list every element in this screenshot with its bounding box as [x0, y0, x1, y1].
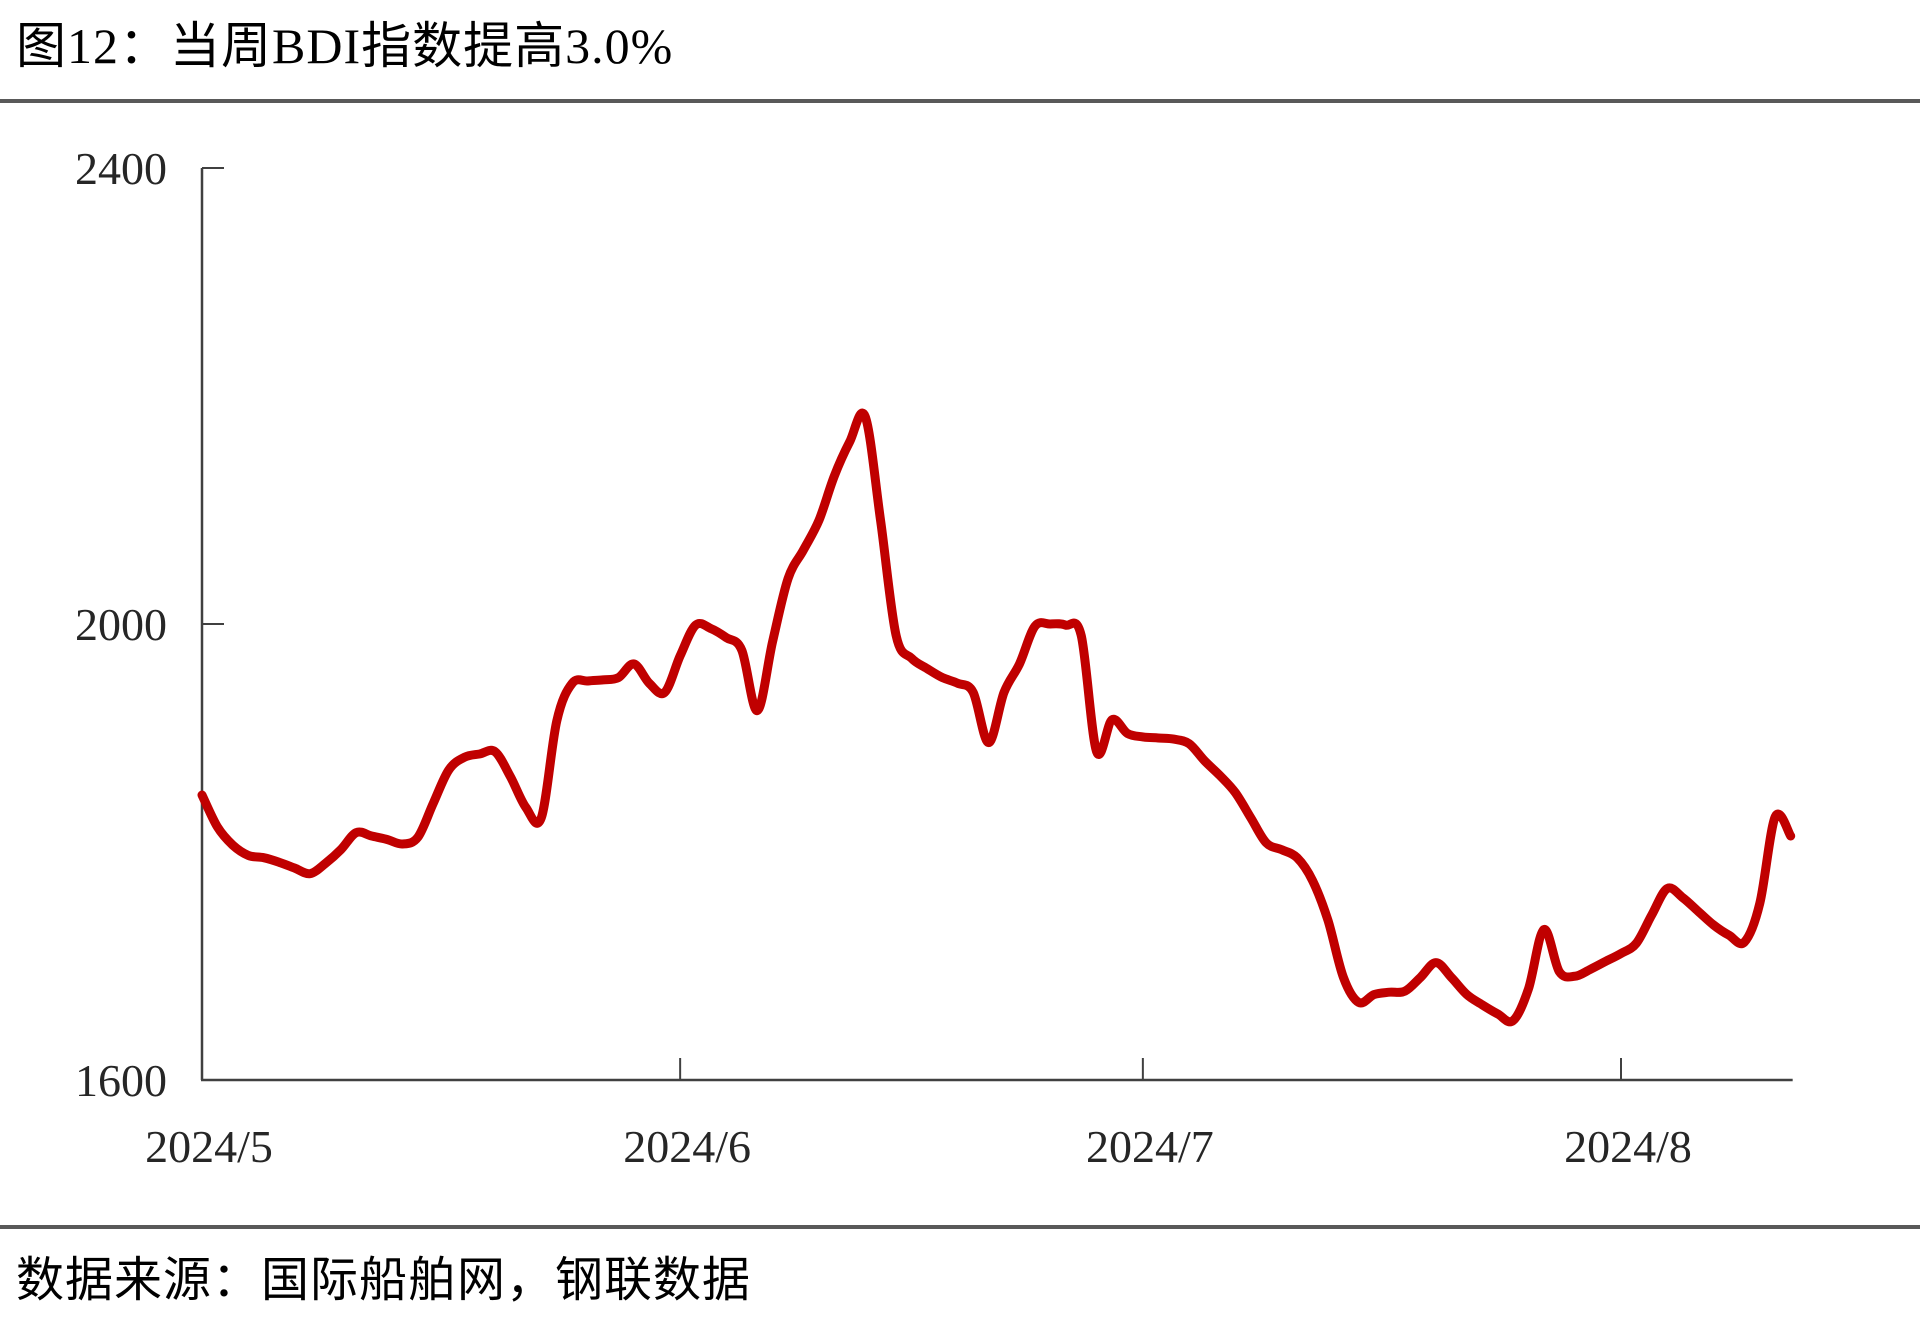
chart-title: 图12：当周BDI指数提高3.0%	[16, 18, 674, 74]
data-source-note: 数据来源：国际船舶网，钢联数据	[16, 1254, 752, 1307]
x-axis-tick-label: 2024/5	[145, 1121, 273, 1172]
x-axis-tick-label: 2024/8	[1564, 1121, 1692, 1172]
y-axis-tick-label: 1600	[75, 1055, 167, 1106]
top-divider-line	[0, 99, 1920, 103]
x-axis-tick-label: 2024/6	[623, 1121, 751, 1172]
y-axis-tick-label: 2000	[75, 599, 167, 650]
bdi-series-line	[197, 408, 1796, 1027]
y-axis-tick-label: 2400	[75, 143, 167, 194]
x-axis-tick-label: 2024/7	[1086, 1121, 1214, 1172]
bottom-divider-line	[0, 1225, 1920, 1229]
